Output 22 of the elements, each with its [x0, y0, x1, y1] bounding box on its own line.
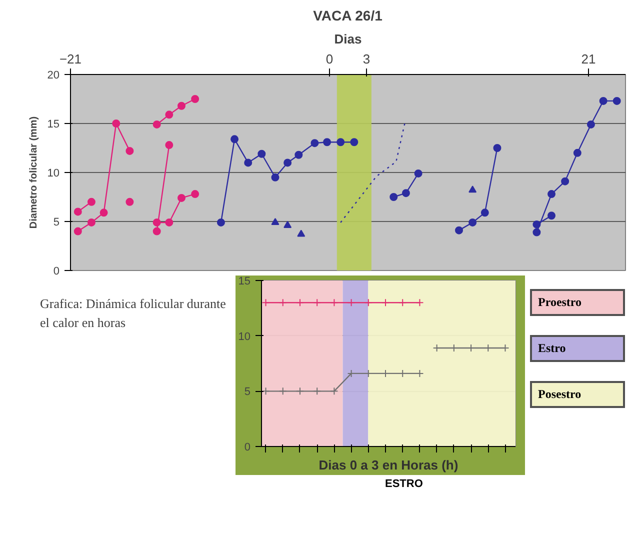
- y-tick-label: 0: [244, 442, 251, 454]
- y-tick-label: 15: [238, 276, 251, 288]
- x-tick-label: 21: [581, 52, 596, 66]
- x-axis-title: Dias 0 a 3 en Horas (h): [318, 458, 458, 472]
- y-axis-title: Diametro folicular (mm): [28, 116, 40, 229]
- chart-title: VACA 26/1: [313, 8, 383, 24]
- x-tick-label: 0: [326, 52, 334, 66]
- y-tick-label: 10: [238, 330, 251, 343]
- text: Posestro: [538, 386, 582, 404]
- y-tick-label: 0: [53, 266, 60, 278]
- x-axis-title: Dias: [334, 32, 362, 46]
- y-tick-label: 15: [47, 118, 60, 130]
- text: Estro: [538, 340, 566, 358]
- text: Grafica: Dinámica folicular durante el calor en horas: [40, 295, 227, 332]
- y-tick-label: 5: [244, 386, 251, 398]
- y-tick-label: 20: [47, 70, 60, 82]
- text: ESTRO: [385, 477, 423, 492]
- y-tick-label: 5: [53, 216, 60, 228]
- y-tick-label: 10: [47, 168, 60, 180]
- x-tick-label: 3: [362, 52, 370, 66]
- x-tick-label: −21: [59, 52, 82, 66]
- text: Proestro: [538, 294, 582, 311]
